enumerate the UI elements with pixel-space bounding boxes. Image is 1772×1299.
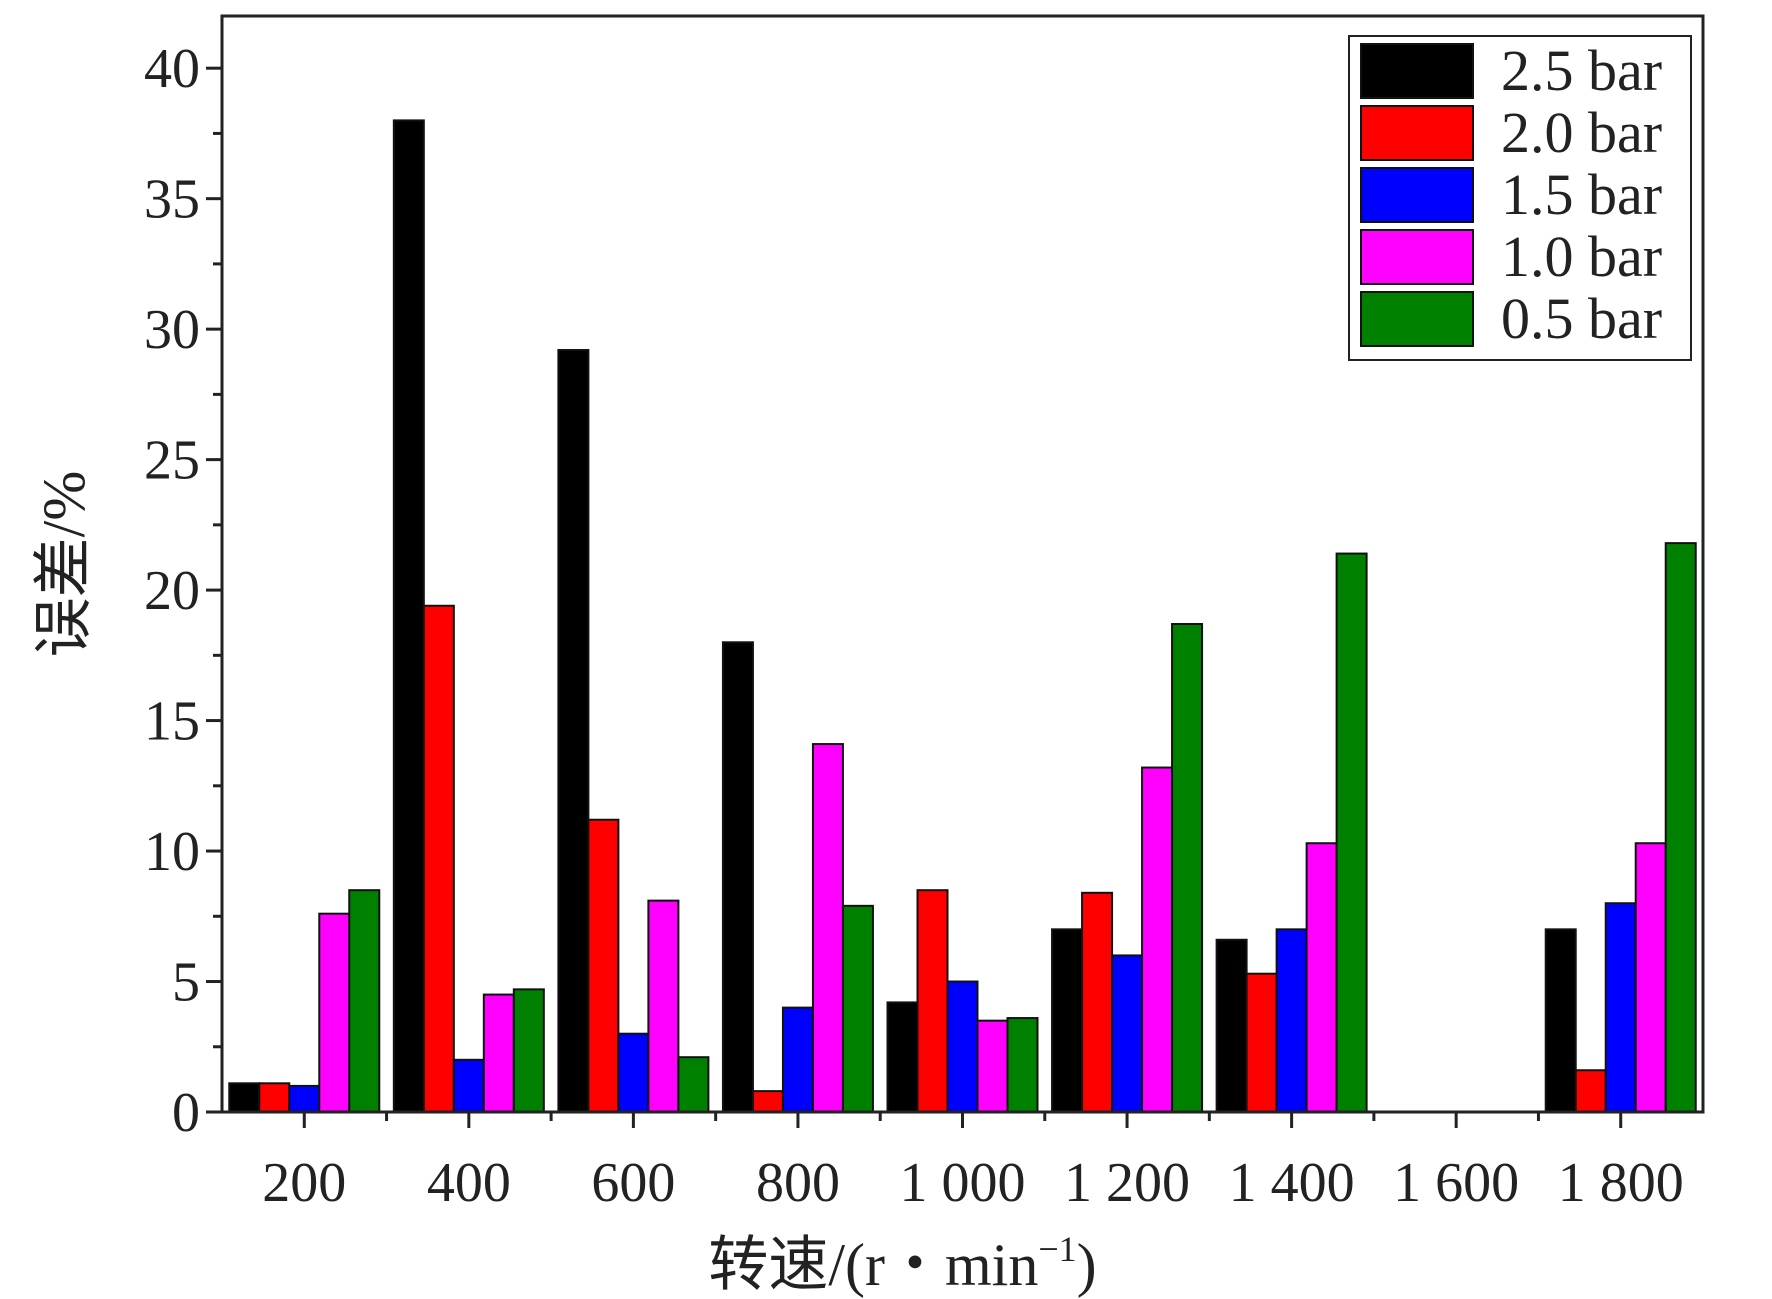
bar-2-0-bar-1400 [1245, 972, 1278, 1114]
bar-0-5-bar-600 [677, 1056, 710, 1113]
legend-label: 0.5 bar [1501, 286, 1662, 351]
y-tick-label: 35 [144, 169, 200, 231]
bar-2-5-bar-600 [557, 349, 590, 1113]
legend-label: 2.0 bar [1501, 100, 1662, 165]
bar-2-0-bar-800 [751, 1090, 784, 1113]
bar-2-5-bar-800 [721, 641, 754, 1113]
bar-1-5-bar-800 [781, 1006, 814, 1113]
bar-2-5-bar-1800 [1544, 928, 1577, 1113]
bar-1-0-bar-1800 [1634, 842, 1667, 1113]
y-tick-label: 5 [172, 952, 200, 1014]
y-tick-label: 0 [172, 1082, 200, 1144]
x-tick-label: 200 [262, 1152, 346, 1214]
bar-2-0-bar-1200 [1081, 891, 1114, 1113]
y-tick-label: 15 [144, 691, 200, 753]
bar-1-0-bar-400 [482, 993, 515, 1113]
x-axis-title-superscript: −1 [1038, 1229, 1076, 1269]
bar-1-5-bar-1200 [1111, 954, 1144, 1114]
x-axis-title-close: ) [1077, 1232, 1097, 1298]
legend-label: 1.0 bar [1501, 224, 1662, 289]
x-tick-label: 1 400 [1229, 1152, 1355, 1214]
bar-0-5-bar-1200 [1171, 623, 1204, 1113]
bar-2-0-bar-1800 [1574, 1069, 1607, 1113]
bar-1-0-bar-1200 [1141, 766, 1174, 1113]
x-tick-label: 1 200 [1064, 1152, 1190, 1214]
legend-label: 1.5 bar [1501, 162, 1662, 227]
bar-2-5-bar-1400 [1215, 938, 1248, 1113]
bar-1-0-bar-200 [318, 912, 351, 1114]
bar-1-5-bar-400 [452, 1058, 485, 1114]
bar-2-5-bar-1000 [886, 1001, 919, 1114]
bar-1-5-bar-1000 [946, 980, 979, 1113]
x-tick-label: 1 000 [900, 1152, 1026, 1214]
legend-swatch [1360, 167, 1474, 223]
x-tick-label: 800 [756, 1152, 840, 1214]
plot-frame [220, 14, 1705, 1114]
x-tick-label: 600 [591, 1152, 675, 1214]
y-axis-ticks: 0 5 10 15 20 25 30 35 40 [144, 38, 222, 1144]
bar-1-5-bar-1800 [1604, 902, 1637, 1113]
y-axis-title: 误差/% [31, 471, 97, 658]
bar-1-5-bar-200 [288, 1084, 321, 1114]
bar-0-5-bar-1400 [1335, 552, 1368, 1113]
bar-0-5-bar-1000 [1006, 1017, 1039, 1113]
x-tick-label: 1 800 [1558, 1152, 1684, 1214]
bar-1-5-bar-1400 [1275, 928, 1308, 1113]
bar-1-0-bar-800 [811, 743, 844, 1113]
bar-0-5-bar-1800 [1664, 542, 1697, 1113]
bar-1-0-bar-1400 [1305, 842, 1338, 1113]
bar-1-0-bar-1000 [976, 1019, 1009, 1114]
bars-group [228, 119, 1697, 1114]
x-axis-ticks: 200 400 600 800 1 000 1 200 1 400 1 600 1 800 [262, 1112, 1684, 1214]
legend-swatch [1360, 105, 1474, 161]
bar-0-5-bar-200 [348, 889, 381, 1114]
x-axis-title: 转速/(r・min−1) [708, 1229, 1096, 1298]
y-tick-label: 40 [144, 38, 200, 100]
bar-0-5-bar-400 [512, 988, 545, 1113]
bar-2-0-bar-200 [258, 1082, 291, 1114]
bar-2-5-bar-200 [228, 1082, 261, 1114]
bar-2-5-bar-1200 [1051, 928, 1084, 1113]
bar-2-0-bar-400 [422, 604, 455, 1113]
bar-1-0-bar-600 [647, 899, 680, 1114]
legend-swatch [1360, 229, 1474, 285]
y-tick-label: 25 [144, 430, 200, 492]
x-tick-label: 400 [427, 1152, 511, 1214]
x-tick-label: 1 600 [1393, 1152, 1519, 1214]
legend-label: 2.5 bar [1501, 38, 1662, 103]
y-tick-label: 30 [144, 299, 200, 361]
x-axis-title-main: 转速/(r・min [708, 1232, 1038, 1298]
bar-2-0-bar-1000 [916, 889, 949, 1114]
bar-0-5-bar-800 [841, 904, 874, 1113]
bar-2-0-bar-600 [587, 818, 620, 1113]
legend-swatch [1360, 291, 1474, 347]
y-tick-label: 10 [144, 821, 200, 883]
bar-1-5-bar-600 [617, 1032, 650, 1113]
y-tick-label: 20 [144, 560, 200, 622]
bar-2-5-bar-400 [392, 119, 425, 1113]
legend-swatch [1360, 43, 1474, 99]
